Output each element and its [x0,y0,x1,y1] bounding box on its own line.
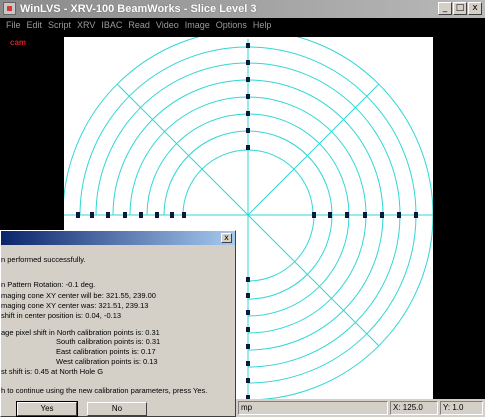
calibration-point-north [246,111,250,116]
menu-script[interactable]: Script [48,20,72,30]
dialog-line-center-new: maging cone XY center will be: 321.55, 2… [1,291,156,300]
calibration-point-east [328,212,332,218]
calibration-point-south [246,277,250,282]
calibration-point-south [246,310,250,315]
calibration-point-west [182,212,186,218]
calibration-point-west [139,212,143,218]
title-bar[interactable]: WinLVS - XRV-100 BeamWorks - Slice Level… [0,0,485,18]
calibration-point-south [246,395,250,400]
y-readout-value: 1.0 [452,403,464,412]
menu-video[interactable]: Video [155,20,179,30]
calibration-point-east [363,212,367,218]
dialog-line-rotation: n Pattern Rotation: -0.1 deg. [1,280,96,289]
status-message: mp [238,401,388,415]
dialog-line-center-old: maging cone XY center was: 321.51, 239.1… [1,301,149,310]
dialog-line-prompt: h to continue using the new calibration … [1,386,208,395]
x-readout: X: 125.0 [390,401,438,415]
calibration-point-north [246,77,250,82]
calibration-point-west [123,212,127,218]
calibration-point-north [246,60,250,65]
calibration-point-south [246,327,250,332]
calibration-point-east [397,212,401,218]
menu-xrv[interactable]: XRV [77,20,96,30]
calibration-point-east [345,212,349,218]
menu-file[interactable]: File [6,20,21,30]
dialog-line-success: n performed successfully. [1,255,86,264]
diagonal-line [247,83,380,216]
dialog-line-north-shift: age pixel shift in North calibration poi… [1,328,160,337]
y-readout-label: Y: [443,403,451,412]
x-readout-value: 125.0 [402,403,423,412]
calibration-arc [64,37,433,216]
menu-image[interactable]: Image [184,20,210,30]
y-readout: Y: 1.0 [440,401,483,415]
dialog-line-south-shift: South calibration points is: 0.31 [56,337,161,346]
dialog-line-east-shift: East calibration points is: 0.17 [56,347,156,356]
maximize-button[interactable]: □ [453,2,467,15]
dialog-line-max-shift: st shift is: 0.45 at North Hole G [1,367,104,376]
calibration-point-west [90,212,94,218]
menu-read[interactable]: Read [128,20,150,30]
minimize-button[interactable]: _ [438,2,452,15]
calibration-point-north [246,94,250,99]
status-bar: mp X: 125.0 Y: 1.0 [236,399,485,417]
camera-label: cam [10,38,27,47]
dialog-close-button[interactable]: x [221,233,232,243]
calibration-point-north [246,43,250,48]
menu-edit[interactable]: Edit [26,20,43,30]
no-button[interactable]: No [87,402,147,416]
calibration-point-west [106,212,110,218]
dialog-line-center-shift: shift in center position is: 0.04, -0.13 [1,311,122,320]
window-title: WinLVS - XRV-100 BeamWorks - Slice Level… [20,3,257,15]
close-button[interactable]: x [468,2,482,15]
menu-bar: File Edit Script XRV IBAC Read Video Image Optio… [0,18,485,32]
calibration-point-north [246,128,250,133]
calibration-point-east [312,212,316,218]
menu-options[interactable]: Options [215,20,247,30]
calibration-point-east [380,212,384,218]
calibration-point-west [155,212,159,218]
x-readout-label: X: [393,403,401,412]
menu-help[interactable]: Help [252,20,272,30]
calibration-point-south [246,378,250,383]
calibration-pattern [64,37,433,401]
calibration-point-west [170,212,174,218]
calibration-point-south [246,361,250,366]
calibration-point-south [246,293,250,298]
calibration-point-south [246,344,250,349]
app-icon[interactable] [3,2,16,15]
dialog-line-west-shift: West calibration points is: 0.13 [56,357,158,366]
dialog-title-bar[interactable]: x [1,231,235,245]
menu-ibac[interactable]: IBAC [101,20,123,30]
calibration-dialog: x n performed successfully. n Pattern Ro… [0,230,236,417]
calibration-point-north [246,145,250,150]
calibration-point-west [76,212,80,218]
calibration-point-east [414,212,418,218]
window-controls: _ □ x [438,2,482,15]
yes-button[interactable]: Yes [16,401,78,417]
